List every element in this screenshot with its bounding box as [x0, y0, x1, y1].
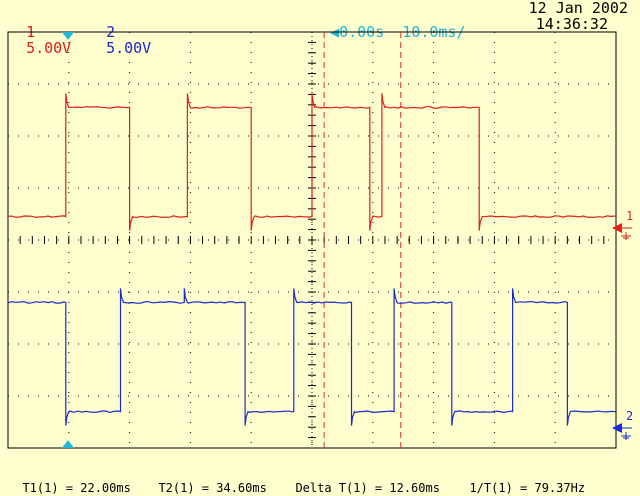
delta-readout: Delta T(1) = 12.60ms [295, 481, 440, 495]
ch1-ground-marker-icon[interactable]: 1 [612, 209, 633, 240]
channel-1-volts: 5.00V [26, 39, 72, 57]
channel-2-trace [7, 288, 616, 426]
markers: 1 2 [62, 32, 633, 448]
scope-display: 1 2 [7, 31, 633, 449]
channel-1-trace [7, 93, 616, 231]
frequency-readout: 1/T(1) = 79.37Hz [469, 481, 586, 495]
waveform-traces [7, 93, 616, 426]
ch2-marker-label: 2 [626, 409, 633, 423]
channel-2-volts: 5.00V [106, 39, 152, 57]
trigger-bottom-marker-icon[interactable] [62, 440, 74, 448]
time-cursors [323, 32, 402, 448]
t1-readout: T1(1) = 22.00ms [22, 481, 131, 495]
trigger-top-marker-icon[interactable] [62, 32, 74, 40]
clock-display: 14:36:32 [535, 15, 608, 33]
date-display: 12 Jan 2002 [528, 0, 628, 17]
t2-readout: T2(1) = 34.60ms [158, 481, 267, 495]
cursor-readout: T1(1) = 22.00ms T2(1) = 34.60ms Delta T(1)… [8, 464, 640, 495]
ch1-marker-label: 1 [626, 209, 633, 223]
ch2-ground-marker-icon[interactable]: 2 [612, 409, 633, 440]
